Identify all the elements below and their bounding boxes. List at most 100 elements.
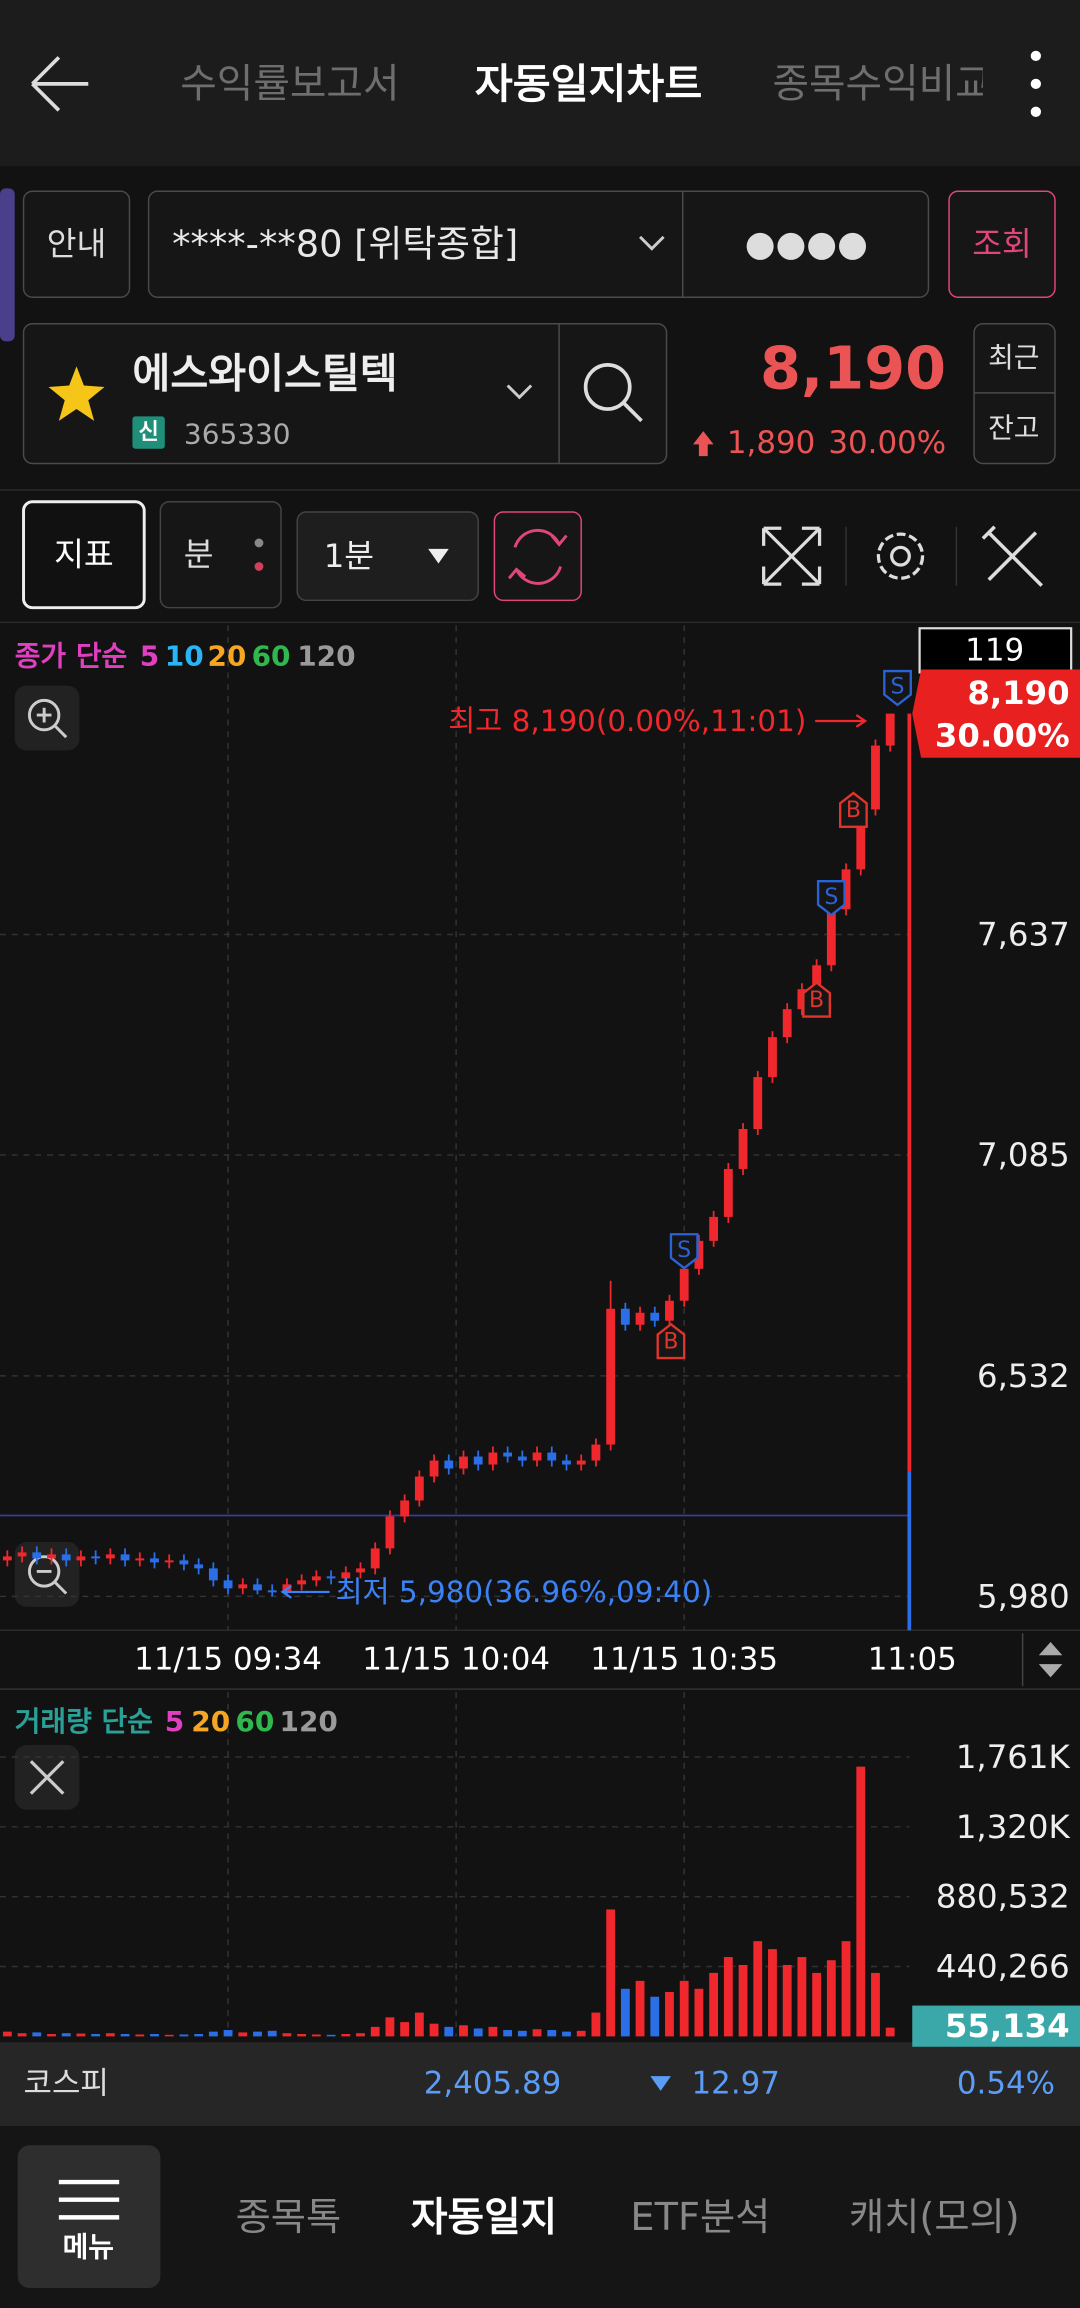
y-tick-label: 440,266	[936, 1948, 1070, 1986]
y-tick-label: 5,980	[977, 1577, 1070, 1615]
tab[interactable]: 수익률보고서	[180, 61, 399, 107]
candle-body	[414, 1476, 424, 1501]
refresh-icon	[507, 528, 568, 585]
index-change-pct: 0.54%	[957, 2065, 1055, 2101]
nav-item[interactable]: 종목톡	[236, 2195, 342, 2240]
password[interactable]: ●●●●	[745, 224, 868, 265]
volume-bar	[400, 2022, 410, 2037]
indicator-button[interactable]	[22, 500, 146, 610]
price-tag	[912, 669, 1080, 758]
price-tag-change: 30.00%	[935, 717, 1070, 755]
candle-body	[297, 1580, 307, 1585]
recent-button[interactable]: 최근	[988, 341, 1039, 374]
volume-bar	[841, 1941, 851, 2037]
high-annotation: 최고 8,190(0.00%,11:01)	[448, 704, 806, 738]
trade-signal-label: B	[663, 1329, 678, 1354]
candle-body	[105, 1554, 115, 1559]
candle-body	[650, 1312, 660, 1321]
legend-period: 5	[140, 640, 159, 673]
refresh-button[interactable]	[493, 511, 582, 602]
candle-body	[694, 1240, 704, 1269]
dot	[254, 538, 264, 548]
candle-body	[488, 1452, 498, 1465]
candle-body	[135, 1558, 145, 1561]
y-tick-label: 6,532	[977, 1357, 1070, 1395]
badge	[132, 416, 165, 449]
volume-bar	[591, 2012, 601, 2037]
query-button[interactable]	[948, 190, 1056, 298]
candle-body	[768, 1037, 777, 1078]
volume-bar	[620, 1988, 630, 2037]
legend-period: 20	[191, 1705, 230, 1738]
volume-bar	[679, 1980, 689, 2037]
expand-button[interactable]	[762, 526, 822, 586]
stock-code: 365330	[184, 418, 291, 451]
y-tick-label: 7,637	[977, 915, 1070, 953]
stock-name: 에스와이스틸텍	[132, 350, 397, 398]
legend-period: 20	[207, 640, 246, 673]
stock-select[interactable]	[22, 322, 668, 465]
candle-body	[503, 1452, 513, 1457]
candle-body	[576, 1460, 586, 1465]
legend-label: 종가 단순	[15, 640, 128, 673]
price-change-pct: 30.00%	[828, 425, 946, 461]
candle-body	[194, 1564, 204, 1569]
volume-bar	[223, 2030, 233, 2037]
candle-body	[532, 1452, 542, 1461]
volume-bar	[562, 2031, 571, 2037]
favorite-star[interactable]	[48, 366, 105, 421]
volume-bar	[473, 2028, 483, 2037]
back-button[interactable]	[31, 56, 89, 112]
trade-signal-label: S	[677, 1238, 691, 1263]
volume-bar	[503, 2030, 513, 2037]
volume-bar	[709, 1972, 719, 2037]
close-icon	[29, 1760, 65, 1795]
candle-body	[782, 1009, 792, 1038]
volume-bar	[459, 2025, 468, 2037]
candle-body	[370, 1548, 380, 1569]
tools-button[interactable]	[981, 525, 1043, 587]
trade-signal-label: B	[809, 988, 824, 1013]
volume-bar	[856, 1766, 866, 2037]
volume-tag	[912, 2005, 1080, 2047]
nav-item[interactable]: ETF분석	[630, 2195, 770, 2240]
tab[interactable]: 종목수익비교	[772, 61, 991, 107]
candle-body	[61, 1554, 71, 1561]
guide-button[interactable]	[22, 190, 131, 298]
y-tick-label: 880,532	[936, 1878, 1070, 1916]
volume-bar	[238, 2032, 248, 2037]
volume-bar	[311, 2034, 321, 2037]
scroll-arrows[interactable]	[1038, 1642, 1063, 1678]
settings-button[interactable]	[876, 532, 925, 580]
candle-body	[841, 869, 851, 910]
volume-bar	[385, 2017, 395, 2037]
nav-item[interactable]: 캐치(모의)	[849, 2195, 1020, 2240]
index-bar	[0, 2042, 1080, 2127]
nav-item-active[interactable]: 자동일지	[411, 2194, 557, 2240]
zoom-in-button[interactable]	[14, 685, 80, 751]
count-label: 119	[965, 632, 1024, 668]
count-box	[918, 627, 1073, 674]
balance-button[interactable]: 잔고	[988, 412, 1039, 445]
account-select[interactable]	[147, 190, 930, 298]
search-button[interactable]	[583, 363, 643, 423]
legend-label: 거래량 단순	[15, 1705, 153, 1738]
volume-bar	[694, 1988, 704, 2037]
bottom-nav	[0, 2126, 1080, 2308]
chevron	[506, 384, 533, 400]
menu-label: 메뉴	[63, 2230, 114, 2263]
volume-bar	[753, 1941, 763, 2037]
side-tab[interactable]	[0, 188, 15, 342]
minute-button[interactable]	[159, 501, 282, 609]
dropdown-arrow	[428, 548, 449, 564]
volume-bar	[650, 1996, 660, 2037]
candle-body	[311, 1576, 321, 1581]
more-menu[interactable]	[1030, 50, 1042, 117]
tab-active[interactable]: 자동일지차트	[475, 60, 702, 108]
candle-body	[400, 1500, 410, 1517]
interval-select[interactable]	[296, 511, 479, 602]
candle-body	[32, 1552, 42, 1559]
candle-body	[2, 1556, 12, 1561]
